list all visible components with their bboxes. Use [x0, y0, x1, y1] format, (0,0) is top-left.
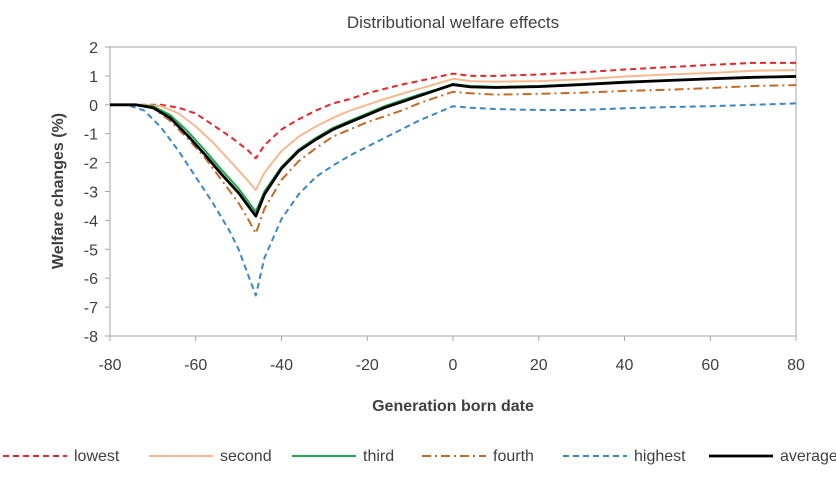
plot-area: -8 -7 -6 -5 -4 -3 -2 -1 0 1 2 -80 -60 -40 -20 0 20 40 60 80: [84, 40, 805, 374]
y-tick-label: 1: [89, 69, 98, 86]
series-line-lowest: [110, 61, 796, 160]
series-line-second: [110, 69, 797, 192]
x-tick-label: 0: [449, 357, 458, 374]
series-line-fourth: [110, 84, 797, 235]
series-line-average: [110, 75, 797, 218]
chart-title: Distributional welfare effects: [347, 13, 559, 32]
legend-label-third: third: [363, 448, 394, 465]
legend-label-fourth: fourth: [493, 448, 534, 465]
x-tick-label: -40: [270, 357, 293, 374]
x-tick-label: 80: [787, 357, 805, 374]
y-axis-title: Welfare changes (%): [50, 113, 67, 269]
x-axis-title: Generation born date: [372, 398, 534, 415]
y-tick-label: -2: [84, 156, 98, 173]
legend: lowest second third fourth highest average: [3, 448, 836, 465]
y-tick-label: -6: [84, 271, 98, 288]
x-tick-label: -20: [356, 357, 379, 374]
legend-label-average: average: [780, 448, 836, 465]
x-tick-label: 40: [616, 357, 634, 374]
x-tick-label: 20: [530, 357, 548, 374]
y-tick-label: 0: [89, 98, 98, 115]
x-tick-label: -60: [184, 357, 207, 374]
y-tick-label: -5: [84, 242, 98, 259]
y-tick-label: 2: [89, 40, 98, 57]
plot-border: [109, 46, 797, 337]
y-tick-label: -3: [84, 185, 98, 202]
series-line-highest: [110, 102, 797, 297]
legend-label-lowest: lowest: [74, 448, 120, 465]
y-tick-label: -1: [84, 127, 98, 144]
y-tick-label: -7: [84, 300, 98, 317]
y-tick-label: -4: [84, 213, 98, 230]
y-tick-label: -8: [84, 329, 98, 346]
x-tick-label: -80: [98, 357, 121, 374]
x-tick-label: 60: [701, 357, 719, 374]
legend-label-highest: highest: [634, 448, 686, 465]
legend-label-second: second: [220, 448, 272, 465]
